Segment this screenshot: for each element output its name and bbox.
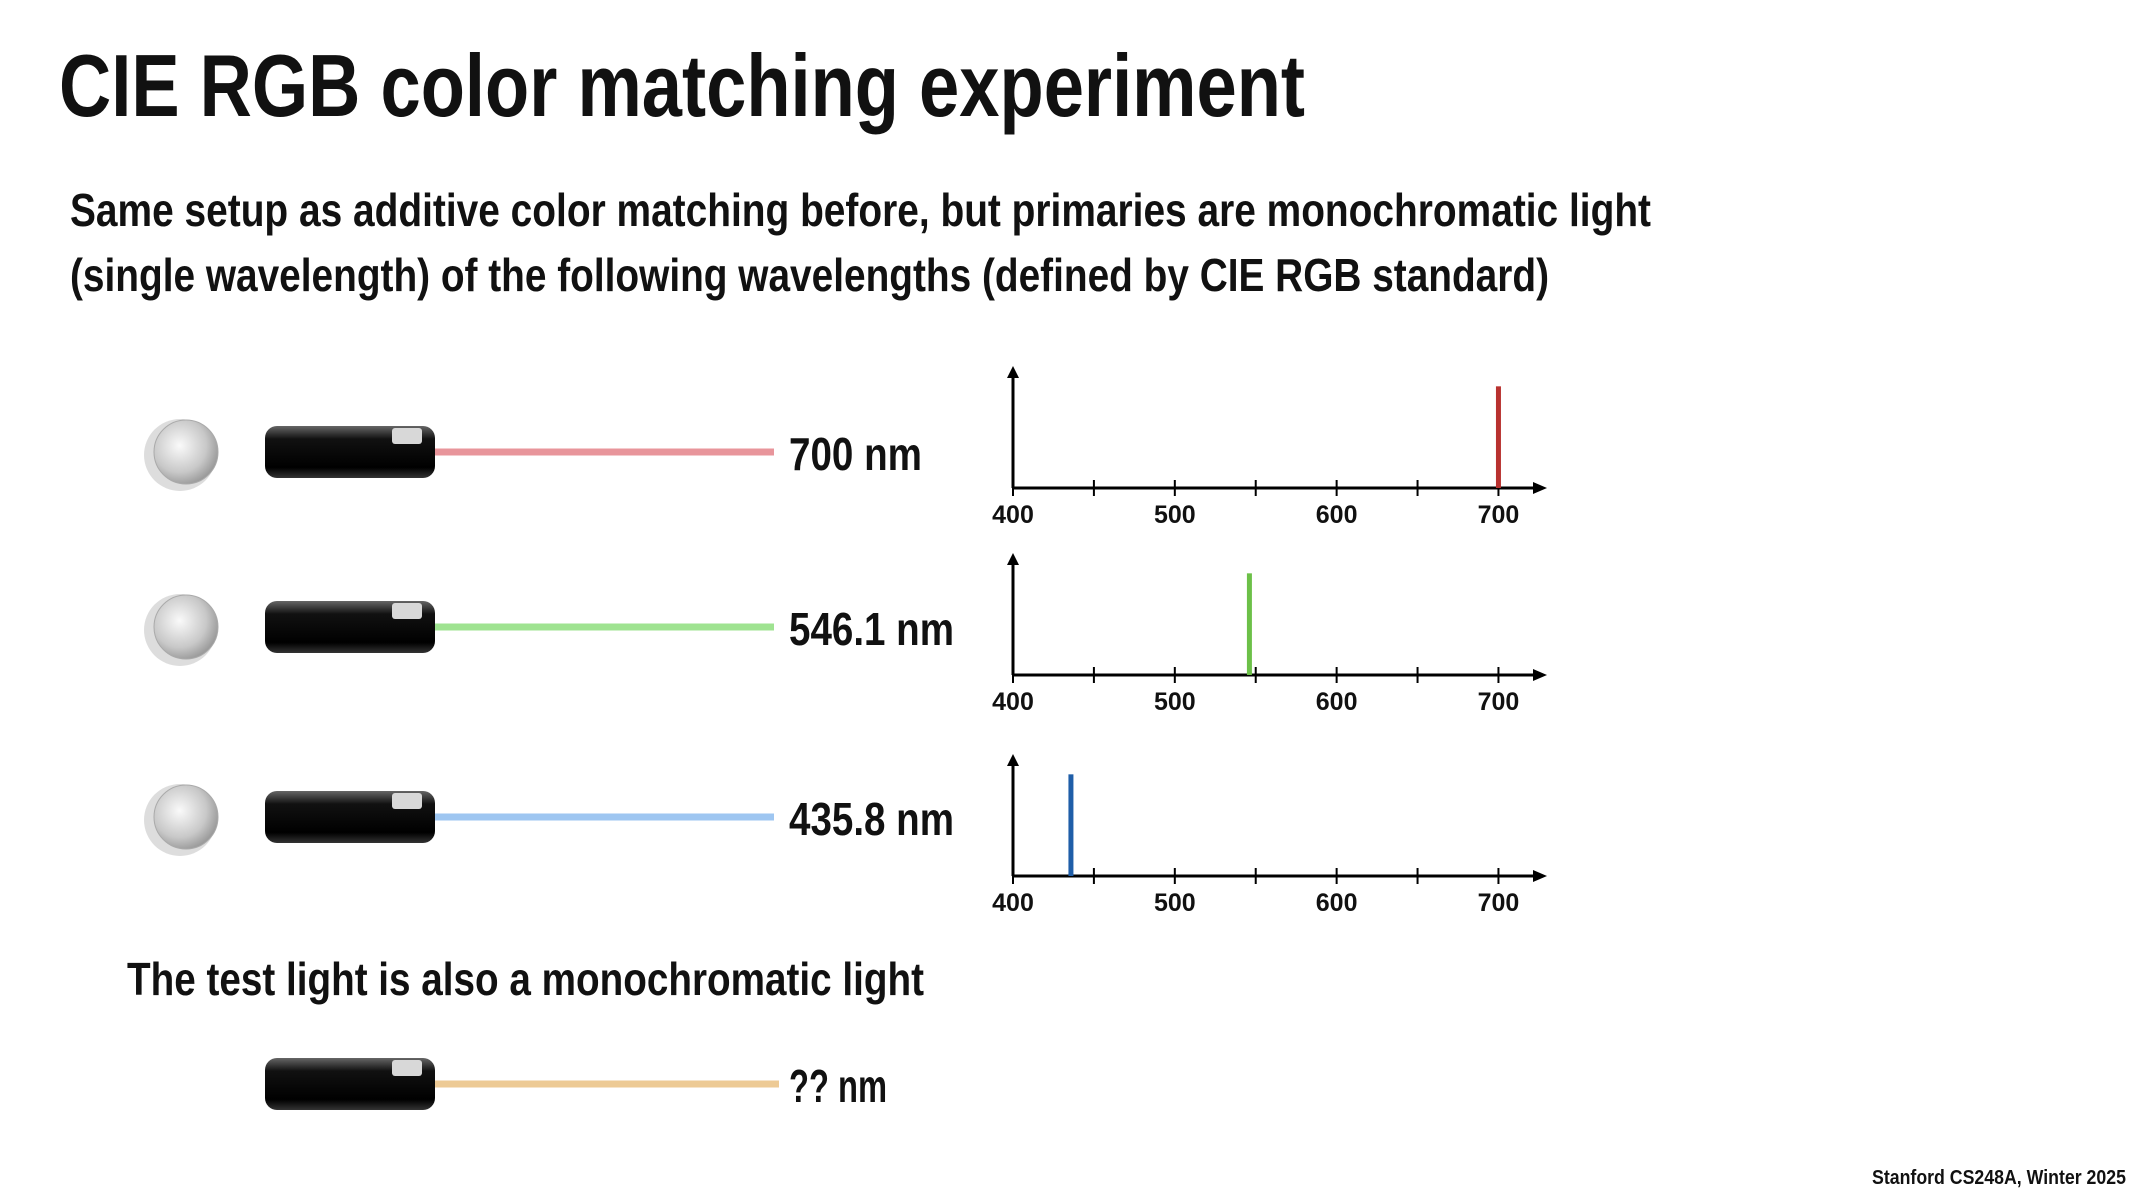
x-tick-label: 700 xyxy=(1478,889,1520,917)
note: The test light is also a monochromatic l… xyxy=(127,953,924,1005)
laser-cap xyxy=(392,793,422,809)
spectral-line xyxy=(1495,386,1501,488)
laser-cap xyxy=(392,428,422,444)
spectral-line xyxy=(1246,573,1252,675)
y-axis-arrow xyxy=(1007,366,1019,378)
subtitle-line: Same setup as additive color matching be… xyxy=(70,184,1651,236)
knob xyxy=(153,784,219,850)
x-tick-label: 500 xyxy=(1154,501,1196,529)
knob xyxy=(153,419,219,485)
footer: Stanford CS248A, Winter 2025 xyxy=(1872,1167,2126,1189)
x-tick-label: 400 xyxy=(992,889,1034,917)
x-tick-label: 600 xyxy=(1316,889,1358,917)
laser-cap xyxy=(392,603,422,619)
y-axis-arrow xyxy=(1007,754,1019,766)
x-tick-label: 700 xyxy=(1478,501,1520,529)
x-tick-label: 400 xyxy=(992,501,1034,529)
x-axis-arrow xyxy=(1533,669,1547,681)
x-tick-label: 400 xyxy=(992,688,1034,716)
x-tick-label: 500 xyxy=(1154,889,1196,917)
source-label: 700 nm xyxy=(789,428,922,480)
x-tick-label: 600 xyxy=(1316,501,1358,529)
x-tick-label: 500 xyxy=(1154,688,1196,716)
knob xyxy=(153,594,219,660)
source-label: 435.8 nm xyxy=(789,793,954,845)
x-tick-label: 700 xyxy=(1478,688,1520,716)
source-label: 546.1 nm xyxy=(789,603,954,655)
x-tick-label: 600 xyxy=(1316,688,1358,716)
spectral-line xyxy=(1068,774,1074,876)
y-axis-arrow xyxy=(1007,553,1019,565)
source-label: ?? nm xyxy=(789,1060,887,1112)
x-axis-arrow xyxy=(1533,870,1547,882)
title: CIE RGB color matching experiment xyxy=(59,36,1305,135)
x-axis-arrow xyxy=(1533,482,1547,494)
laser-cap xyxy=(392,1060,422,1076)
subtitle-line: (single wavelength) of the following wav… xyxy=(70,249,1549,301)
